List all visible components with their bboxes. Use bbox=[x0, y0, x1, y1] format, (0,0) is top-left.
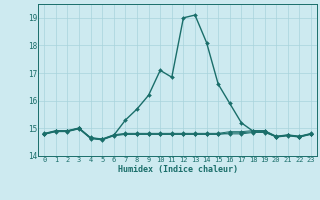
X-axis label: Humidex (Indice chaleur): Humidex (Indice chaleur) bbox=[118, 165, 238, 174]
